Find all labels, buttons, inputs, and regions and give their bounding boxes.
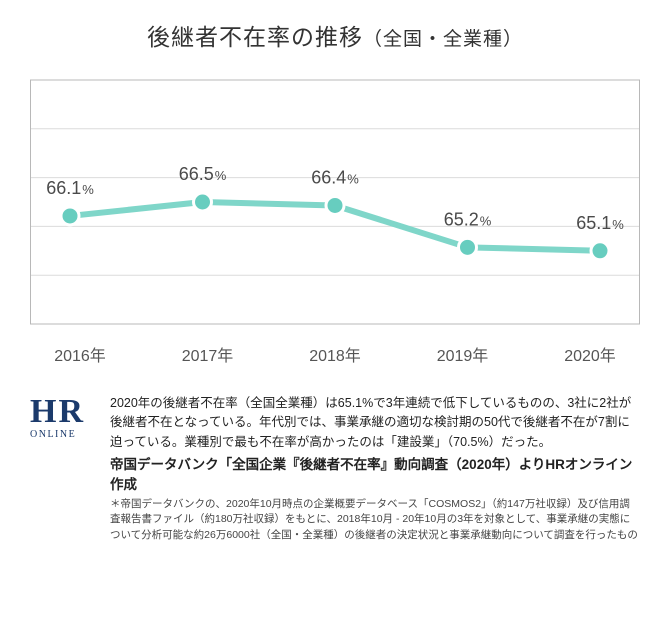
x-axis-labels: 2016年 2017年 2018年 2019年 2020年	[30, 342, 640, 366]
x-axis-label: 2020年	[550, 342, 630, 366]
title-main: 後継者不在率の推移	[147, 24, 363, 50]
x-axis-label: 2017年	[168, 342, 248, 366]
title-sub: （全国・全業種）	[363, 29, 523, 50]
description-paragraph: 2020年の後継者不在率（全国全業種）は65.1%で3年連続で低下しているものの…	[110, 394, 640, 452]
description-block: HR ONLINE 2020年の後継者不在率（全国全業種）は65.1%で3年連続…	[30, 394, 640, 543]
svg-text:66.1%: 66.1%	[46, 178, 94, 198]
source-line: 帝国データバンク「全国企業『後継者不在率』動向調査（2020年）よりHRオンライ…	[110, 455, 640, 494]
chart-svg: 66.1% 66.5% 66.4% 65.2% 65.1%	[30, 72, 640, 332]
line-chart: 66.1% 66.5% 66.4% 65.2% 65.1%	[30, 72, 640, 332]
svg-text:65.2%: 65.2%	[444, 209, 492, 229]
logo-online-text: ONLINE	[30, 430, 98, 440]
description-text-column: 2020年の後継者不在率（全国全業種）は65.1%で3年連続で低下しているものの…	[110, 394, 640, 543]
x-axis-label: 2019年	[423, 342, 503, 366]
chart-title: 後継者不在率の推移（全国・全業種）	[30, 18, 640, 52]
footnote-text: ＊帝国データバンクの、2020年10月時点の企業概要データベース「COSMOS2…	[110, 497, 640, 543]
x-axis-label: 2016年	[40, 342, 120, 366]
hr-online-logo: HR ONLINE	[30, 394, 98, 543]
logo-hr-text: HR	[30, 396, 98, 428]
svg-text:66.4%: 66.4%	[311, 167, 359, 187]
x-axis-label: 2018年	[295, 342, 375, 366]
svg-text:65.1%: 65.1%	[576, 213, 624, 233]
svg-text:66.5%: 66.5%	[179, 164, 227, 184]
